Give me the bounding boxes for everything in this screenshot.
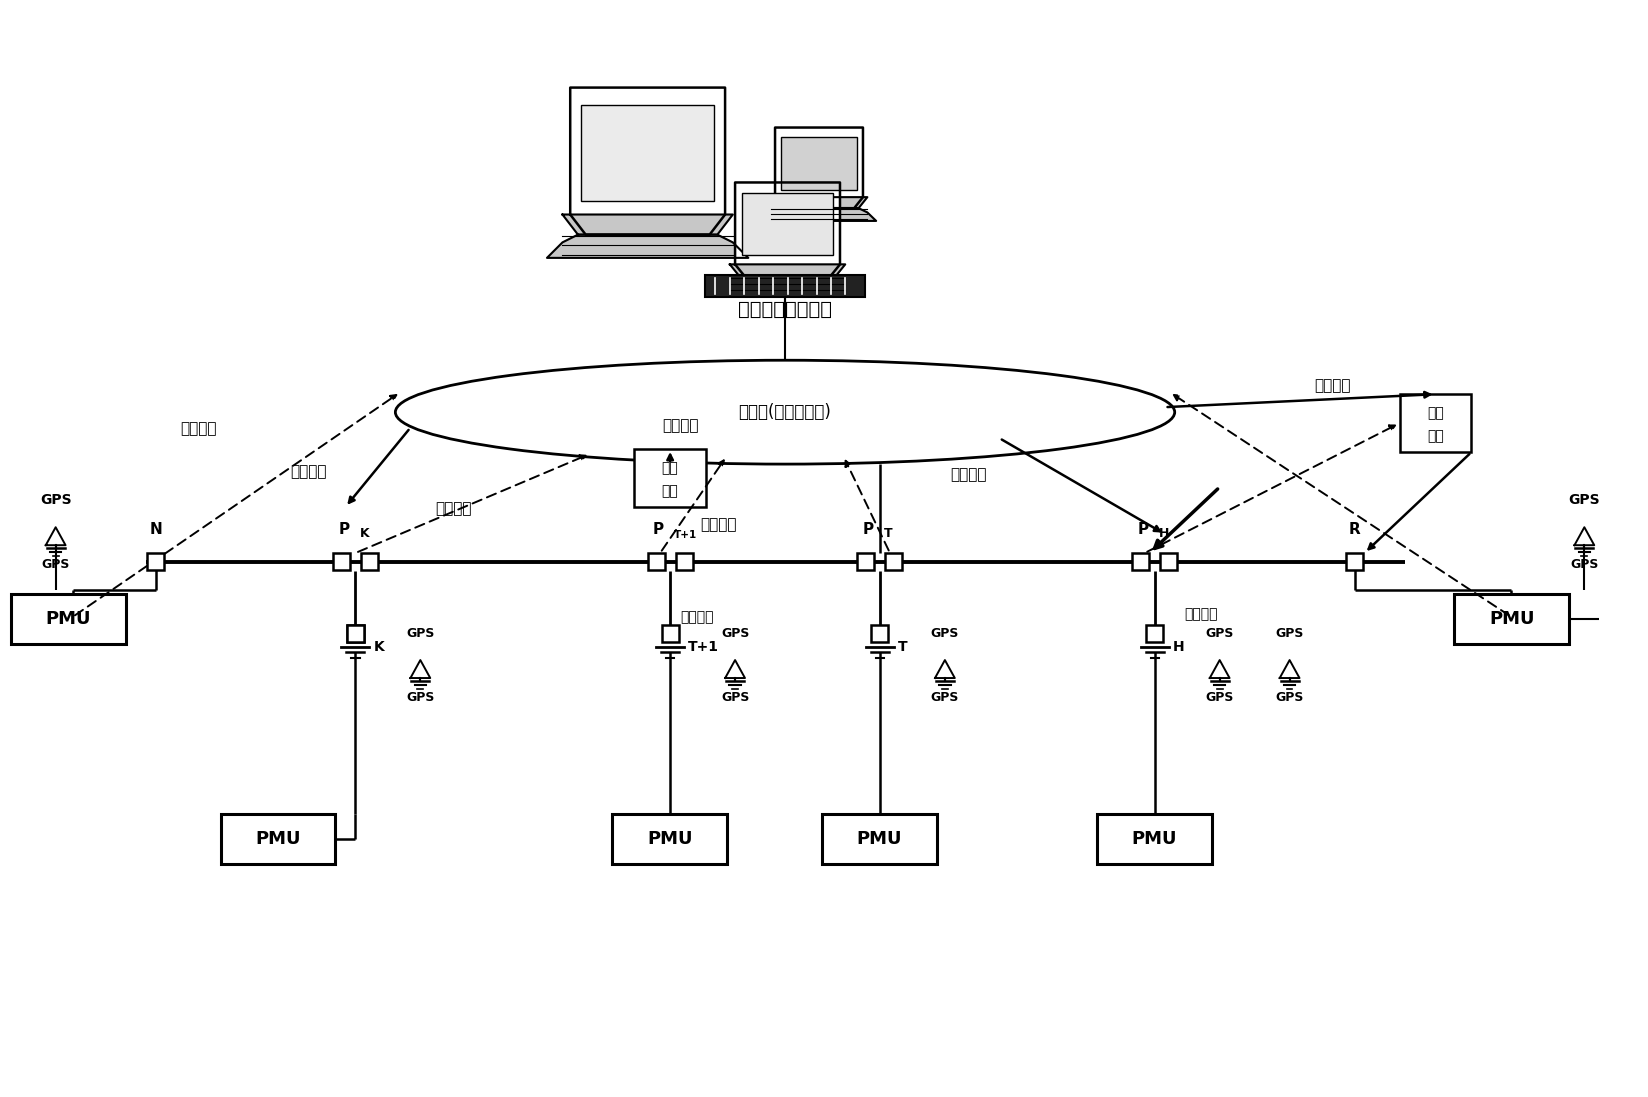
Bar — [333, 554, 349, 570]
Text: GPS: GPS — [1274, 626, 1304, 640]
Bar — [346, 625, 364, 643]
Text: PMU: PMU — [857, 829, 901, 848]
Text: GPS: GPS — [929, 691, 959, 703]
Polygon shape — [730, 264, 845, 278]
Text: GPS: GPS — [720, 691, 748, 703]
Text: GPS: GPS — [405, 691, 435, 703]
Bar — [676, 554, 692, 570]
Text: R: R — [1348, 522, 1360, 538]
Text: T: T — [883, 527, 892, 540]
Polygon shape — [761, 208, 875, 220]
Polygon shape — [775, 127, 862, 208]
Text: T+1: T+1 — [687, 640, 719, 654]
Bar — [705, 275, 865, 297]
Bar — [661, 625, 679, 643]
Polygon shape — [562, 215, 732, 235]
Bar — [580, 104, 714, 201]
Text: 量测数据: 量测数据 — [700, 518, 737, 532]
Text: P: P — [338, 522, 349, 538]
Text: P: P — [1137, 522, 1149, 538]
Text: 量测数据: 量测数据 — [949, 467, 986, 483]
Text: GPS: GPS — [1569, 557, 1597, 570]
Text: 执行: 执行 — [661, 461, 677, 475]
Text: 量测数据: 量测数据 — [435, 501, 471, 517]
Text: P: P — [653, 522, 664, 538]
Text: K: K — [372, 640, 384, 654]
Text: K: K — [359, 527, 369, 540]
Bar — [857, 554, 873, 570]
Bar — [147, 554, 163, 570]
Text: GPS: GPS — [929, 626, 959, 640]
Bar — [346, 625, 364, 643]
Text: T+1: T+1 — [674, 530, 697, 540]
Bar — [781, 137, 857, 190]
Polygon shape — [570, 88, 725, 235]
Bar — [1160, 554, 1177, 570]
Text: GPS: GPS — [720, 626, 748, 640]
Bar — [870, 625, 888, 643]
Text: N: N — [148, 522, 162, 538]
Bar — [361, 554, 377, 570]
Text: GPS: GPS — [41, 557, 69, 570]
Text: 执行: 执行 — [1426, 406, 1444, 420]
Polygon shape — [547, 235, 748, 258]
Text: 跳闸命令: 跳闸命令 — [1313, 377, 1350, 393]
Text: 跳闸命令: 跳闸命令 — [661, 418, 699, 432]
Text: PMU: PMU — [46, 610, 91, 627]
Text: PMU: PMU — [255, 829, 300, 848]
Text: T: T — [898, 640, 906, 654]
Bar — [1399, 394, 1470, 452]
Text: 故障线路: 故障线路 — [679, 610, 714, 624]
Text: GPS: GPS — [1567, 493, 1599, 507]
Bar — [1132, 554, 1149, 570]
Bar — [885, 554, 901, 570]
Ellipse shape — [396, 360, 1173, 464]
Text: PMU: PMU — [1131, 829, 1177, 848]
Polygon shape — [770, 197, 867, 208]
Text: GPS: GPS — [1205, 626, 1233, 640]
Text: 量测数据: 量测数据 — [290, 465, 326, 479]
Text: 量测数据: 量测数据 — [180, 421, 218, 437]
Text: H: H — [1172, 640, 1183, 654]
Text: H: H — [1159, 527, 1168, 540]
Text: PMU: PMU — [1488, 610, 1534, 627]
Polygon shape — [719, 278, 855, 292]
Bar — [221, 814, 335, 863]
Bar — [648, 554, 664, 570]
Text: GPS: GPS — [40, 493, 71, 507]
Text: 子站: 子站 — [661, 485, 677, 498]
Text: GPS: GPS — [1274, 691, 1304, 703]
Bar — [1454, 593, 1569, 644]
Text: 子站: 子站 — [1426, 430, 1444, 443]
Text: P: P — [862, 522, 873, 538]
Text: GPS: GPS — [405, 626, 435, 640]
Bar — [634, 449, 705, 507]
Text: 后备保护决策系统: 后备保护决策系统 — [738, 299, 832, 319]
Bar — [10, 593, 125, 644]
Text: 通信网(光纤以太网): 通信网(光纤以太网) — [738, 404, 831, 421]
Bar — [1096, 814, 1211, 863]
Bar — [742, 193, 832, 256]
Polygon shape — [735, 182, 839, 278]
Bar — [821, 814, 936, 863]
Text: 正常线路: 正常线路 — [1183, 607, 1218, 621]
Bar — [611, 814, 727, 863]
Text: GPS: GPS — [1205, 691, 1233, 703]
Bar — [1145, 625, 1162, 643]
Bar — [1345, 554, 1363, 570]
Text: PMU: PMU — [646, 829, 692, 848]
